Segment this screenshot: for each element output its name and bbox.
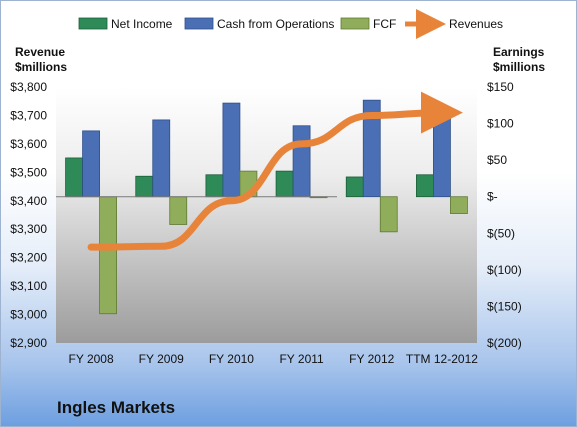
left-axis-tick-label: $3,400 <box>10 194 47 208</box>
bar-net-income <box>416 174 434 198</box>
bar-fcf <box>169 196 188 225</box>
right-axis-title-line2: $millions <box>493 60 545 74</box>
left-axis-tick-label: $3,700 <box>10 108 47 122</box>
bar-net-income <box>205 174 224 198</box>
legend-swatch <box>78 17 108 30</box>
right-axis-ticks: $(200) $(150) $(100) $(50) $- $50 $100 $150 <box>487 80 522 350</box>
legend-label: FCF <box>373 17 396 31</box>
bar-fcf <box>99 196 117 315</box>
left-axis-tick-label: $3,200 <box>10 251 47 265</box>
category-label: TTM 12-2012 <box>406 352 478 366</box>
bar-cash-from-operations <box>152 119 171 198</box>
legend-swatch <box>340 17 370 30</box>
left-axis-tick-label: $3,500 <box>10 165 47 179</box>
bars <box>65 99 468 315</box>
revenues-line <box>87 91 463 251</box>
category-label: FY 2010 <box>209 352 254 366</box>
bar-net-income <box>135 175 154 198</box>
category-labels: FY 2008 FY 2009 FY 2010 FY 2011 FY 2012 TTM 1… <box>69 352 479 366</box>
right-axis-tick-label: $50 <box>487 153 507 167</box>
right-axis-tick-label: $- <box>487 190 498 204</box>
left-axis-title-line1: Revenue <box>15 45 65 59</box>
category-label: FY 2008 <box>69 352 114 366</box>
legend: Net Income Cash from Operations FCF Revenue… <box>78 9 503 39</box>
right-axis-tick-label: $(100) <box>487 263 522 277</box>
legend-label: Revenues <box>449 17 503 31</box>
legend-swatch <box>184 17 214 30</box>
right-axis-tick-label: $(150) <box>487 299 522 313</box>
revenues-line-group <box>87 91 463 251</box>
right-axis-tick-label: $(200) <box>487 336 522 350</box>
left-axis-tick-label: $3,600 <box>10 137 47 151</box>
right-axis-tick-label: $(50) <box>487 226 515 240</box>
bar-fcf <box>450 196 468 214</box>
left-axis-title-line2: $millions <box>15 60 67 74</box>
right-axis-tick-label: $150 <box>487 80 514 94</box>
right-axis-tick-label: $100 <box>487 117 514 131</box>
left-axis-tick-label: $3,000 <box>10 308 47 322</box>
bar-cash-from-operations <box>362 99 381 198</box>
bar-cash-from-operations <box>292 125 311 198</box>
left-axis-tick-label: $3,800 <box>10 80 47 94</box>
bar-fcf <box>379 196 398 233</box>
plot-area <box>56 87 477 343</box>
bar-net-income <box>345 176 364 198</box>
bar-net-income <box>275 170 294 198</box>
bar-cash-from-operations <box>82 130 100 198</box>
left-axis-tick-label: $3,100 <box>10 279 47 293</box>
legend-label: Cash from Operations <box>217 17 334 31</box>
company-name: Ingles Markets <box>57 398 176 417</box>
right-axis-title-line1: Earnings <box>493 45 545 59</box>
legend-label: Net Income <box>111 17 173 31</box>
category-label: FY 2012 <box>349 352 394 366</box>
bar-cash-from-operations <box>222 102 241 198</box>
bar-net-income <box>65 157 83 198</box>
category-label: FY 2011 <box>279 352 324 366</box>
category-label: FY 2009 <box>139 352 184 366</box>
left-axis-tick-label: $2,900 <box>10 336 47 350</box>
left-axis-tick-label: $3,300 <box>10 222 47 236</box>
bar-cash-from-operations <box>433 107 451 198</box>
left-axis-ticks: $2,900 $3,000 $3,100 $3,200 $3,300 $3,400 $3,5… <box>10 80 47 350</box>
